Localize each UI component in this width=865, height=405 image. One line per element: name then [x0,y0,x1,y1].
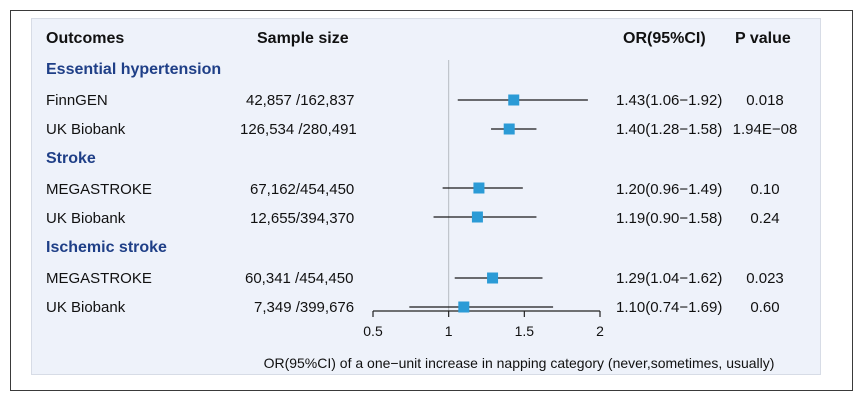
or-point-marker [471,211,483,223]
or-point-marker [508,94,520,106]
or-point-marker [487,272,499,284]
or-point-marker [503,123,515,135]
group-title-essential-hypertension: Essential hypertension [46,61,222,78]
row-p-value: 0.24 [750,210,780,227]
row-sample-size: 60,341 /454,450 [245,270,354,287]
row-source: MEGASTROKE [46,270,152,287]
row-p-value: 0.018 [746,92,784,109]
row-or-text: 1.10(0.74−1.69) [616,299,723,316]
row-p-value: 0.10 [750,181,780,198]
row-p-value: 0.023 [746,270,784,287]
group-title-stroke: Stroke [46,150,96,167]
row-sample-size: 7,349 /399,676 [254,299,355,316]
x-axis-tick-label: 2 [596,323,604,339]
row-sample-size: 126,534 /280,491 [240,121,357,138]
row-p-value: 0.60 [750,299,780,316]
header-p-value: P value [735,30,791,47]
row-or-text: 1.20(0.96−1.49) [616,181,723,198]
row-or-text: 1.29(1.04−1.62) [616,270,723,287]
row-or-text: 1.19(0.90−1.58) [616,210,723,227]
header-outcomes: Outcomes [46,30,125,47]
row-source: FinnGEN [46,92,108,109]
header-sample-size: Sample size [257,30,349,47]
group-title-ischemic-stroke: Ischemic stroke [46,239,167,256]
row-or-text: 1.40(1.28−1.58) [616,121,723,138]
x-axis-tick-label: 1.5 [515,323,535,339]
row-sample-size: 12,655/394,370 [250,210,355,227]
x-axis-tick-label: 1 [445,323,453,339]
row-p-value: 1.94E−08 [732,121,798,138]
or-point-marker [458,301,470,313]
row-sample-size: 67,162/454,450 [250,181,355,198]
row-or-text: 1.43(1.06−1.92) [616,92,723,109]
x-axis-label: OR(95%CI) of a one−unit increase in napp… [263,355,775,371]
or-point-marker [473,182,485,194]
forest-plot-panel [31,18,821,375]
row-source: UK Biobank [46,299,126,316]
row-source: MEGASTROKE [46,181,152,198]
row-source: UK Biobank [46,121,126,138]
row-sample-size: 42,857 /162,837 [246,92,355,109]
row-source: UK Biobank [46,210,126,227]
x-axis-tick-label: 0.5 [363,323,383,339]
header-or: OR(95%CI) [623,30,706,47]
